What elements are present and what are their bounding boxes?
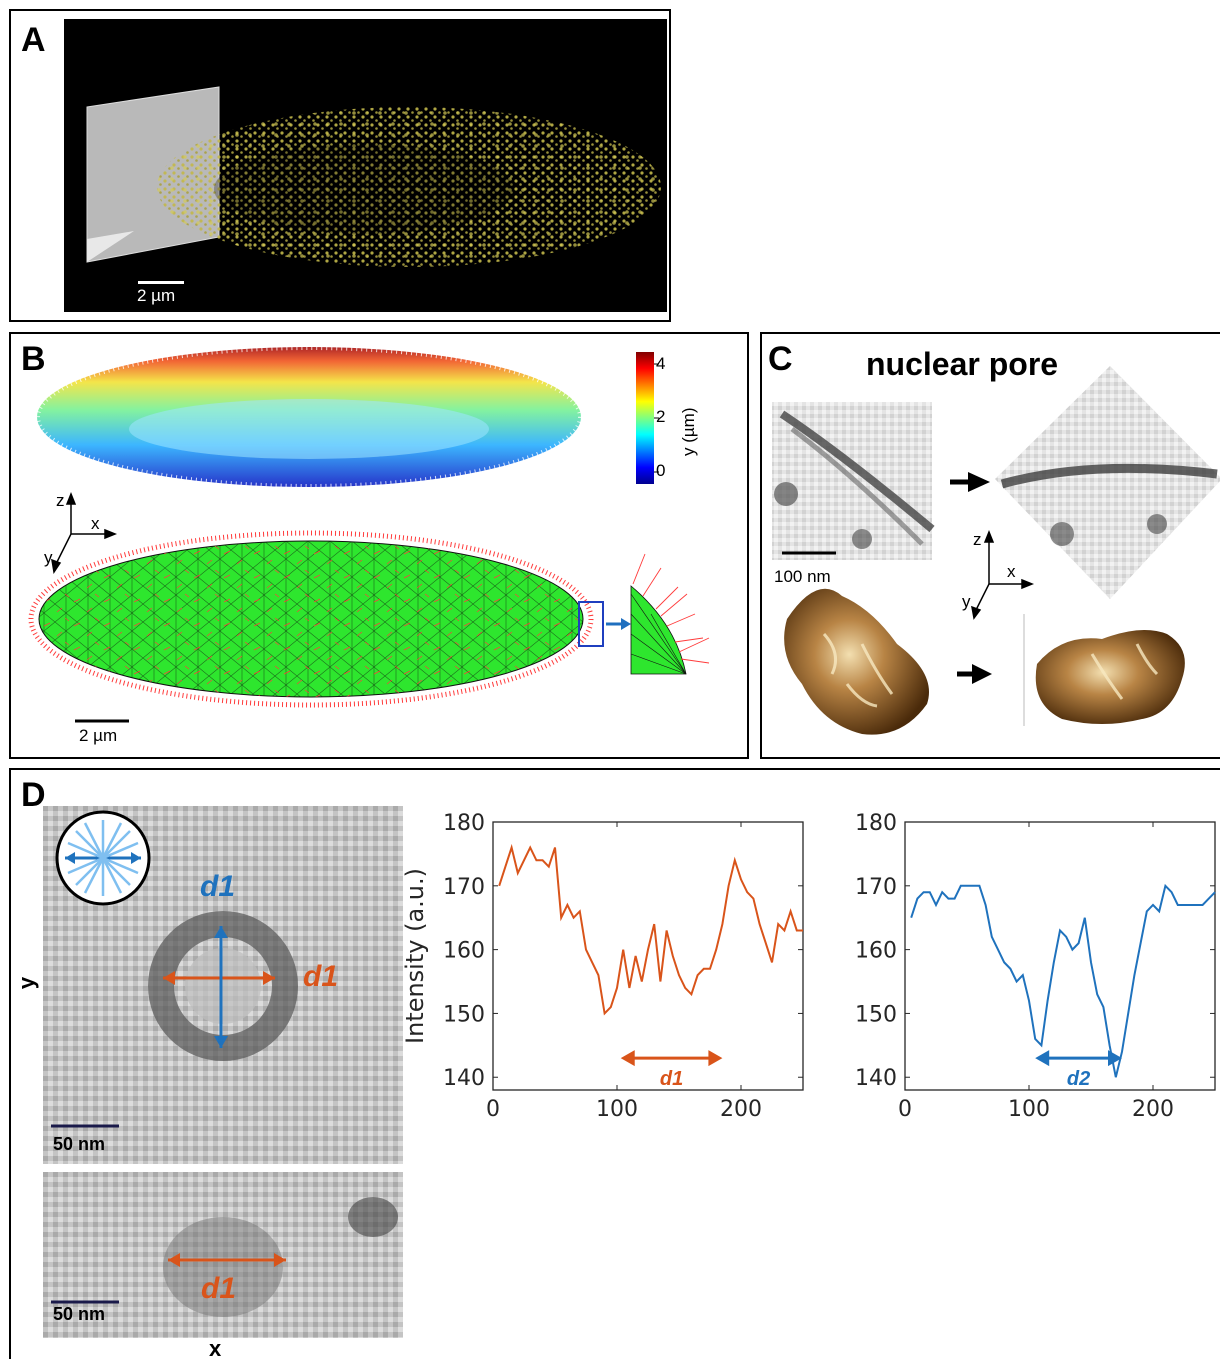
y-tick-label: 180 bbox=[855, 811, 897, 836]
x-tick-label: 200 bbox=[1132, 1097, 1174, 1120]
y-tick-label: 160 bbox=[855, 939, 897, 964]
ellipsoid-render bbox=[64, 19, 667, 312]
colorbar-tick-4: 4 bbox=[656, 354, 665, 374]
render-3d-right bbox=[1036, 630, 1185, 724]
scalebar-a bbox=[138, 281, 184, 284]
panel-c-graphics bbox=[762, 334, 1220, 757]
render-3d-left bbox=[784, 589, 929, 735]
panel-b-graphics bbox=[11, 334, 747, 757]
colorbar-tick-0: 0 bbox=[656, 461, 665, 481]
chart-y-profile: 1401501601701800100200y (nm)d2 bbox=[819, 800, 1220, 1120]
chart-x-profile: 1401501601701800100200x (nm)Intensity (a… bbox=[401, 800, 821, 1120]
x-tick-label: 200 bbox=[720, 1097, 762, 1120]
x-tick-label: 100 bbox=[596, 1097, 638, 1120]
y-tick-label: 140 bbox=[855, 1066, 897, 1091]
axis-x-label: x bbox=[209, 1336, 221, 1362]
panel-b: B bbox=[9, 332, 749, 759]
panel-d: D bbox=[9, 768, 1220, 1359]
panel-d-label: D bbox=[21, 778, 46, 812]
x-tick-label: 0 bbox=[898, 1097, 912, 1120]
em-image-top bbox=[43, 806, 403, 1164]
plot-area bbox=[905, 822, 1215, 1090]
colorbar-tick-2: 2 bbox=[656, 407, 665, 427]
y-tick-label: 150 bbox=[443, 1002, 485, 1027]
axis-label-z: z bbox=[56, 491, 65, 511]
axis-c-z: z bbox=[973, 530, 982, 550]
y-tick-label: 150 bbox=[855, 1002, 897, 1027]
panel-a-render: 2 µm bbox=[64, 19, 667, 312]
y-tick-label: 140 bbox=[443, 1066, 485, 1091]
y-tick-label: 170 bbox=[443, 875, 485, 900]
d1-bottom-label: d1 bbox=[201, 1272, 236, 1306]
scalebar-c-label: 100 nm bbox=[774, 567, 831, 587]
scalebar-b-label: 2 µm bbox=[79, 726, 117, 746]
axis-c-y: y bbox=[962, 592, 971, 612]
y-tick-label: 180 bbox=[443, 811, 485, 836]
d1-vertical-label: d1 bbox=[200, 870, 235, 904]
axis-label-x: x bbox=[91, 514, 100, 534]
scalebar-d-bottom-label: 50 nm bbox=[53, 1304, 105, 1325]
d1-horizontal-label: d1 bbox=[303, 960, 338, 994]
colorbar-label: y (µm) bbox=[679, 407, 699, 456]
annotation-label: d2 bbox=[1067, 1068, 1090, 1090]
panel-a: A 2 µm bbox=[9, 9, 671, 322]
axis-label-y: y bbox=[44, 548, 53, 568]
axis-y-label: y bbox=[14, 977, 40, 989]
axis-c-x: x bbox=[1007, 562, 1016, 582]
scalebar-a-label: 2 µm bbox=[137, 286, 175, 306]
plot-area bbox=[493, 822, 803, 1090]
panel-a-label: A bbox=[21, 23, 46, 57]
y-tick-label: 170 bbox=[855, 875, 897, 900]
em-crop-rotated bbox=[995, 366, 1220, 599]
y-tick-label: 160 bbox=[443, 939, 485, 964]
inset-zoom bbox=[631, 554, 709, 674]
x-tick-label: 0 bbox=[486, 1097, 500, 1120]
colorbar bbox=[636, 352, 654, 484]
scalebar-d-top-label: 50 nm bbox=[53, 1134, 105, 1155]
panel-c: C nuclear pore bbox=[760, 332, 1220, 759]
annotation-label: d1 bbox=[660, 1068, 683, 1090]
x-tick-label: 100 bbox=[1008, 1097, 1050, 1120]
y-axis-label: Intensity (a.u.) bbox=[401, 868, 429, 1044]
